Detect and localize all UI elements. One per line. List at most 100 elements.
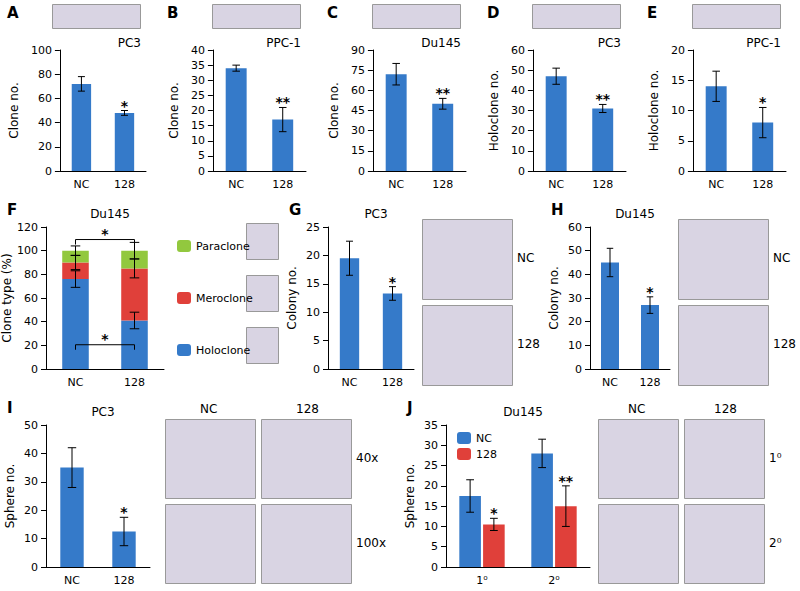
svg-text:20: 20 xyxy=(191,104,205,117)
svg-text:40x: 40x xyxy=(356,451,378,465)
svg-text:20: 20 xyxy=(568,315,582,328)
svg-text:Clone no.: Clone no. xyxy=(167,82,181,138)
svg-text:60: 60 xyxy=(568,221,582,234)
svg-text:Holoclone no.: Holoclone no. xyxy=(647,70,661,152)
svg-text:E: E xyxy=(647,4,657,22)
svg-text:20: 20 xyxy=(424,479,438,492)
svg-text:75: 75 xyxy=(351,64,365,77)
svg-text:5: 5 xyxy=(431,540,438,553)
svg-text:*: * xyxy=(120,504,128,520)
svg-text:25: 25 xyxy=(424,459,438,472)
svg-text:128: 128 xyxy=(124,376,145,389)
svg-text:2⁰: 2⁰ xyxy=(769,536,782,550)
svg-text:128: 128 xyxy=(432,178,453,191)
svg-text:Du145: Du145 xyxy=(90,207,130,221)
svg-text:Colony no.: Colony no. xyxy=(285,266,299,329)
svg-text:NC: NC xyxy=(342,376,358,389)
svg-text:NC: NC xyxy=(628,402,645,416)
svg-text:0: 0 xyxy=(358,165,365,178)
svg-text:PC3: PC3 xyxy=(364,207,387,221)
svg-text:100: 100 xyxy=(31,44,52,57)
svg-text:Clone type (%): Clone type (%) xyxy=(0,253,14,342)
svg-text:20: 20 xyxy=(24,504,38,517)
svg-text:*: * xyxy=(759,94,767,110)
svg-text:100: 100 xyxy=(17,244,38,257)
svg-text:10: 10 xyxy=(24,532,38,545)
svg-text:Sphere no.: Sphere no. xyxy=(3,464,17,529)
svg-text:PPC-1: PPC-1 xyxy=(266,36,301,50)
svg-text:NC: NC xyxy=(228,178,244,191)
svg-text:60: 60 xyxy=(38,92,52,105)
svg-text:NC: NC xyxy=(602,376,618,389)
svg-text:Paraclone: Paraclone xyxy=(196,240,250,253)
svg-text:10: 10 xyxy=(511,144,525,157)
svg-text:PC3: PC3 xyxy=(91,405,114,419)
svg-text:80: 80 xyxy=(24,268,38,281)
svg-text:2⁰: 2⁰ xyxy=(548,574,560,587)
svg-text:0: 0 xyxy=(31,363,38,376)
svg-text:20: 20 xyxy=(38,140,52,153)
svg-text:NC: NC xyxy=(708,178,724,191)
svg-text:**: ** xyxy=(559,473,574,489)
svg-text:**: ** xyxy=(275,94,290,110)
svg-text:128: 128 xyxy=(752,178,773,191)
svg-text:128: 128 xyxy=(773,337,796,351)
svg-text:D: D xyxy=(487,4,499,22)
svg-text:0: 0 xyxy=(678,165,685,178)
svg-text:0: 0 xyxy=(575,363,582,376)
svg-text:128: 128 xyxy=(272,178,293,191)
svg-text:30: 30 xyxy=(24,475,38,488)
svg-text:0: 0 xyxy=(31,561,38,574)
svg-text:128: 128 xyxy=(476,448,497,461)
svg-text:Meroclone: Meroclone xyxy=(196,292,253,305)
svg-text:NC: NC xyxy=(476,432,492,445)
svg-text:128: 128 xyxy=(382,376,403,389)
svg-text:0: 0 xyxy=(313,363,320,376)
svg-text:NC: NC xyxy=(200,402,217,416)
svg-text:20: 20 xyxy=(671,44,685,57)
svg-text:20: 20 xyxy=(24,339,38,352)
svg-text:H: H xyxy=(551,201,564,219)
svg-text:Sphere no.: Sphere no. xyxy=(403,464,417,529)
svg-text:128: 128 xyxy=(296,402,319,416)
svg-text:Clone no.: Clone no. xyxy=(327,82,341,138)
svg-text:Du145: Du145 xyxy=(615,207,655,221)
svg-text:128: 128 xyxy=(714,402,737,416)
svg-text:10: 10 xyxy=(424,520,438,533)
svg-text:I: I xyxy=(7,399,13,417)
svg-text:10: 10 xyxy=(568,339,582,352)
svg-text:J: J xyxy=(406,399,413,417)
svg-text:30: 30 xyxy=(424,439,438,452)
svg-text:C: C xyxy=(327,4,338,22)
svg-text:Du145: Du145 xyxy=(503,405,543,419)
svg-text:G: G xyxy=(289,201,301,219)
svg-text:PPC-1: PPC-1 xyxy=(746,36,781,50)
svg-text:80: 80 xyxy=(38,68,52,81)
svg-text:40: 40 xyxy=(568,268,582,281)
svg-text:NC: NC xyxy=(64,574,80,587)
svg-text:128: 128 xyxy=(114,178,135,191)
svg-text:40: 40 xyxy=(511,84,525,97)
svg-text:NC: NC xyxy=(773,251,790,265)
svg-text:15: 15 xyxy=(306,277,320,290)
svg-text:5: 5 xyxy=(198,149,205,162)
svg-text:50: 50 xyxy=(24,419,38,432)
svg-text:128: 128 xyxy=(592,178,613,191)
svg-text:**: ** xyxy=(595,91,610,107)
svg-text:0: 0 xyxy=(198,165,205,178)
svg-text:10: 10 xyxy=(191,134,205,147)
svg-text:35: 35 xyxy=(424,419,438,432)
svg-text:40: 40 xyxy=(24,447,38,460)
svg-text:Holoclone: Holoclone xyxy=(196,344,251,357)
svg-text:30: 30 xyxy=(351,124,365,137)
svg-text:*: * xyxy=(389,274,397,290)
svg-text:20: 20 xyxy=(511,124,525,137)
svg-text:60: 60 xyxy=(351,84,365,97)
svg-text:50: 50 xyxy=(568,244,582,257)
svg-text:30: 30 xyxy=(191,74,205,87)
svg-text:25: 25 xyxy=(306,221,320,234)
svg-text:PC3: PC3 xyxy=(598,36,621,50)
svg-text:25: 25 xyxy=(191,89,205,102)
svg-text:NC: NC xyxy=(68,376,84,389)
svg-text:50: 50 xyxy=(511,64,525,77)
